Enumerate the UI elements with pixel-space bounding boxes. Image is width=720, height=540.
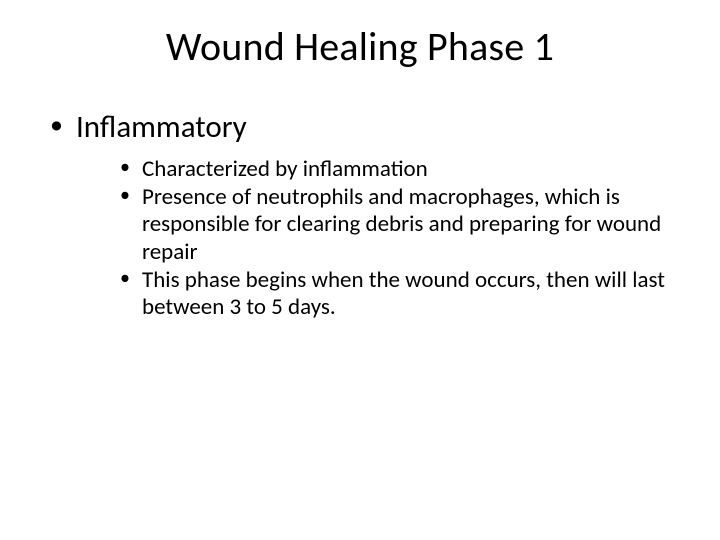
list-item-text: This phase begins when the wound occurs,… xyxy=(142,266,665,321)
bullet-list-level2: Characterized by inflammation Presence o… xyxy=(76,156,690,321)
list-item: Inflammatory Characterized by inflammati… xyxy=(50,109,690,321)
slide: Wound Healing Phase 1 Inflammatory Chara… xyxy=(0,0,720,540)
list-item-text: Inflammatory xyxy=(76,108,247,146)
list-item: Presence of neutrophils and macrophages,… xyxy=(120,184,690,265)
bullet-list-level1: Inflammatory Characterized by inflammati… xyxy=(30,109,690,321)
list-item-text: Presence of neutrophils and macrophages,… xyxy=(142,183,661,265)
list-item: This phase begins when the wound occurs,… xyxy=(120,267,690,321)
list-item-text: Characterized by inflammation xyxy=(142,155,428,183)
slide-title: Wound Healing Phase 1 xyxy=(30,22,690,71)
list-item: Characterized by inflammation xyxy=(120,156,690,183)
